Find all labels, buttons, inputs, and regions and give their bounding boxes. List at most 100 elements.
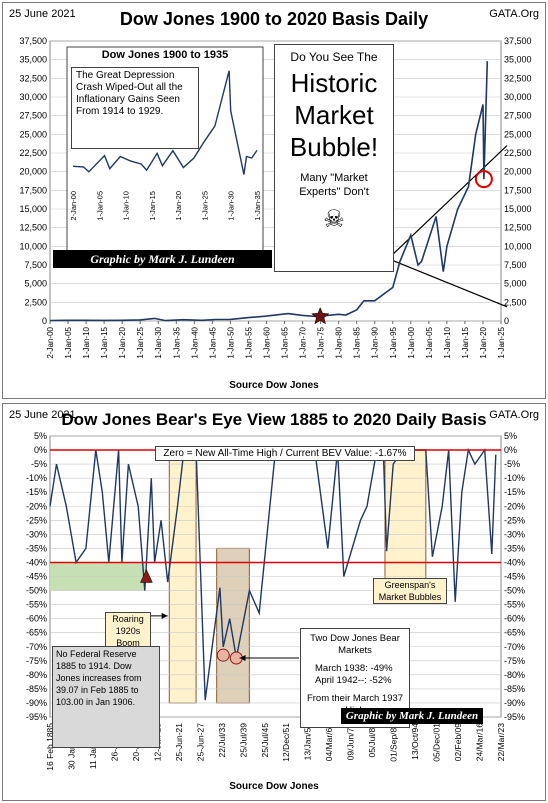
y-tick-left: 32,500 xyxy=(19,73,47,83)
y-tick-right: 17,500 xyxy=(504,185,532,195)
x-tick-label: 01/Sep/87 xyxy=(389,723,399,762)
x-tick-label: 1-Jan-20 xyxy=(479,326,488,358)
y-tick-left: -25% xyxy=(26,515,47,525)
chart-title: Dow Jones Bear's Eye View 1885 to 2020 D… xyxy=(61,410,487,429)
fed-note: No Federal Reserve 1885 to 1914. Dow Jon… xyxy=(52,646,160,748)
y-tick-right: -85% xyxy=(504,684,525,694)
bear-line2: April 1942--: -52% xyxy=(315,675,392,686)
x-tick-label: 1-Jan-15 xyxy=(100,326,109,358)
x-tick-label: 2-Jan-00 xyxy=(46,326,55,358)
y-tick-right: -30% xyxy=(504,529,525,539)
y-tick-left: -35% xyxy=(26,543,47,553)
y-tick-right: -15% xyxy=(504,487,525,497)
y-tick-left: -90% xyxy=(26,698,47,708)
x-tick-label: 05/Jul/80 xyxy=(367,723,377,758)
y-tick-right: -5% xyxy=(504,459,520,469)
x-tick-label: 25-Jun-21 xyxy=(174,723,184,762)
credit-top: Graphic by Mark J. Lundeen xyxy=(53,250,272,268)
crash-2020-circle xyxy=(474,170,493,189)
inset-x-tick: 1-Jan-05 xyxy=(95,191,104,221)
header-note: Zero = New All-Time High / Current BEV V… xyxy=(155,446,415,461)
x-tick-label: 1-Jan-40 xyxy=(190,326,199,358)
inset-x-tick: 2-Jan-00 xyxy=(69,191,78,221)
dow-series-line xyxy=(49,61,489,322)
x-tick-label: 1-Jan-80 xyxy=(335,326,344,358)
panel-date: 25 June 2021 xyxy=(9,409,76,421)
y-tick-left: -5% xyxy=(31,459,47,469)
panel-site: GATA.Org xyxy=(489,8,539,20)
x-tick-label: 1-Jan-00 xyxy=(407,326,416,358)
y-tick-left: 22,500 xyxy=(19,148,47,158)
panel-date: 25 June 2021 xyxy=(9,8,76,20)
y-tick-right: 15,000 xyxy=(504,204,532,214)
y-tick-right: 10,000 xyxy=(504,241,532,251)
y-tick-right: 0 xyxy=(504,316,509,326)
x-tick-label: 1-Jan-10 xyxy=(82,326,91,358)
x-tick-label: 04/Mar/66 xyxy=(324,723,334,762)
x-tick-label: 24/Mar/16 xyxy=(475,723,485,762)
y-tick-left: -45% xyxy=(26,572,47,582)
x-tick-label: 1-Jan-75 xyxy=(317,326,326,358)
bev-series-line xyxy=(49,447,497,701)
y-tick-left: 5,000 xyxy=(24,279,47,289)
x-tick-label: 02/Feb/09 xyxy=(453,723,463,762)
x-tick-label: 1-Jan-05 xyxy=(64,326,73,358)
y-tick-right: -40% xyxy=(504,557,525,567)
bear-1938-marker xyxy=(216,648,230,662)
y-tick-left: -10% xyxy=(26,473,47,483)
x-tick-label: 1-Jan-20 xyxy=(118,326,127,358)
greenspan-note: Greenspan's Market Bubbles xyxy=(373,578,447,604)
x-tick-label: 1-Jan-90 xyxy=(371,326,380,358)
x-tick-label: 1-Jan-65 xyxy=(281,326,290,358)
y-tick-right: -35% xyxy=(504,543,525,553)
x-tick-label: 22/Mar/23 xyxy=(496,723,506,762)
x-tick-label: 1-Jan-25 xyxy=(497,326,506,358)
y-tick-left: 0 xyxy=(42,316,47,326)
y-tick-left: 5% xyxy=(34,431,47,441)
triangle-marker xyxy=(140,568,153,583)
x-tick-label: 12/Dec/51 xyxy=(281,723,291,762)
inset-x-tick: 1-Jan-25 xyxy=(200,191,209,221)
upper-trend-line xyxy=(385,145,508,262)
y-tick-left: 10,000 xyxy=(19,241,47,251)
bear-line1: March 1938: -49% xyxy=(315,663,393,674)
y-tick-left: -60% xyxy=(26,614,47,624)
y-tick-left: 27,500 xyxy=(19,111,47,121)
x-tick-label: 1-Jan-70 xyxy=(299,326,308,358)
y-tick-right: 25,000 xyxy=(504,129,532,139)
y-tick-left: -85% xyxy=(26,684,47,694)
inset-x-tick: 1-Jan-20 xyxy=(174,191,183,221)
dow-1900-2020-panel: 25 June 2021 GATA.Org Dow Jones 1900 to … xyxy=(2,2,546,399)
x-tick-label: 1-Jan-35 xyxy=(172,326,181,358)
y-tick-left: 7,500 xyxy=(24,260,47,270)
bubble-callout: Do You See The Historic Market Bubble! M… xyxy=(274,44,394,272)
y-tick-right: 22,500 xyxy=(504,148,532,158)
y-tick-right: 7,500 xyxy=(504,260,527,270)
x-tick-label: 1-Jan-10 xyxy=(443,326,452,358)
x-tick-label: 13/Jan/59 xyxy=(303,723,313,761)
inset-x-tick: 1-Jan-35 xyxy=(253,191,262,221)
y-tick-left: 35,000 xyxy=(19,55,47,65)
panel-site: GATA.Org xyxy=(489,409,539,421)
source-label: Source Dow Jones xyxy=(229,380,319,391)
y-tick-left: 25,000 xyxy=(19,129,47,139)
chart-title: Dow Jones 1900 to 2020 Basis Daily xyxy=(119,9,429,29)
x-tick-label: 1-Jan-25 xyxy=(136,326,145,358)
y-tick-left: -80% xyxy=(26,670,47,680)
y-tick-left: -75% xyxy=(26,656,47,666)
x-tick-label: 1-Jan-95 xyxy=(389,326,398,358)
y-tick-right: 5% xyxy=(504,431,517,441)
x-tick-label: 1-Jan-45 xyxy=(208,326,217,358)
x-tick-label: 1-Jan-50 xyxy=(226,326,235,358)
bear-markets-region xyxy=(216,547,250,704)
y-tick-left: 17,500 xyxy=(19,185,47,195)
star-marker xyxy=(311,306,330,325)
y-tick-right: -95% xyxy=(504,712,525,722)
x-tick-label: 1-Jan-85 xyxy=(353,326,362,358)
y-tick-right: -10% xyxy=(504,473,525,483)
y-tick-right: 27,500 xyxy=(504,111,532,121)
y-tick-left: -15% xyxy=(26,487,47,497)
x-tick-label: 16 Feb 1885 xyxy=(45,723,55,771)
inset-note: The Great Depression Crash Wiped-Out all… xyxy=(71,67,199,149)
y-tick-right: -25% xyxy=(504,515,525,525)
